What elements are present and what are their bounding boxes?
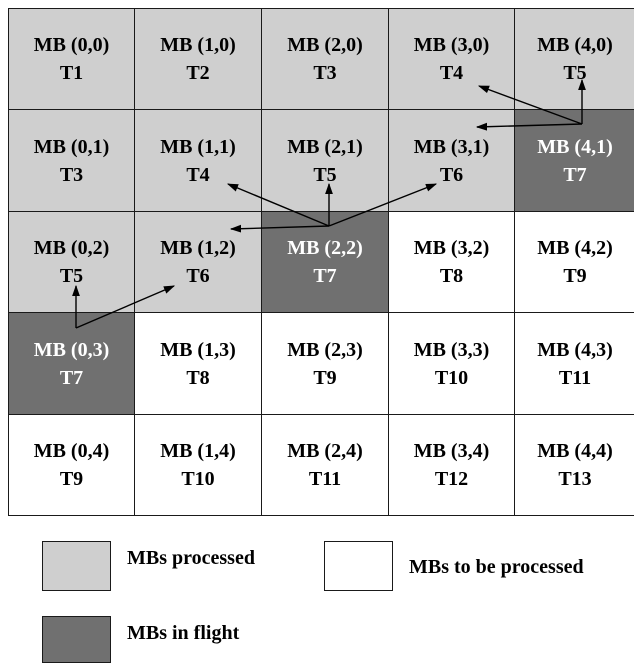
macroblock-label: MB (2,1)	[287, 135, 363, 158]
macroblock-label: MB (2,0)	[287, 34, 363, 56]
macroblock-cell: MB (3,2) T8	[388, 211, 515, 313]
time-step-label: T7	[563, 163, 587, 186]
macroblock-label: MB (2,2)	[287, 237, 363, 259]
macroblock-cell: MB (3,1) T6	[388, 109, 515, 212]
macroblock-cell: MB (2,1) T5	[261, 109, 389, 212]
legend-swatch-to-be-processed	[324, 541, 393, 591]
legend-label-to-be-processed: MBs to be processed	[409, 556, 584, 578]
macroblock-cell: MB (2,3) T9	[261, 312, 389, 415]
macroblock-cell: MB (2,0) T3	[261, 8, 389, 110]
macroblock-cell: MB (3,3) T10	[388, 312, 515, 415]
macroblock-label: MB (4,0)	[537, 34, 613, 56]
macroblock-label: MB (3,2)	[413, 237, 490, 259]
macroblock-label: MB (3,1)	[413, 135, 490, 158]
time-step-label: T9	[313, 366, 337, 389]
time-step-label: T8	[439, 265, 464, 287]
macroblock-cell: MB (0,0) T1	[8, 8, 135, 110]
time-step-label: T10	[434, 366, 469, 389]
macroblock-cell: MB (0,3) T7	[8, 312, 135, 415]
macroblock-cell: MB (4,2) T9	[514, 211, 634, 313]
time-step-label: T5	[313, 163, 337, 186]
macroblock-cell: MB (1,3) T8	[134, 312, 262, 415]
macroblock-label: MB (2,3)	[287, 338, 363, 361]
macroblock-label: MB (0,2)	[33, 237, 110, 259]
time-step-label: T7	[59, 366, 84, 389]
time-step-label: T5	[59, 265, 84, 287]
time-step-label: T4	[186, 163, 210, 186]
macroblock-label: MB (0,4)	[33, 440, 110, 462]
time-step-label: T9	[563, 265, 587, 287]
macroblock-label: MB (1,4)	[160, 440, 236, 462]
macroblock-cell: MB (1,1) T4	[134, 109, 262, 212]
macroblock-label: MB (3,3)	[413, 338, 490, 361]
macroblock-label: MB (1,3)	[160, 338, 236, 361]
macroblock-label: MB (4,1)	[537, 135, 613, 158]
macroblock-cell: MB (1,2) T6	[134, 211, 262, 313]
time-step-label: T2	[186, 62, 210, 84]
macroblock-label: MB (3,0)	[413, 34, 490, 56]
macroblock-label: MB (4,2)	[537, 237, 613, 259]
macroblock-cell: MB (0,4) T9	[8, 414, 135, 516]
macroblock-label: MB (4,3)	[537, 338, 613, 361]
legend-swatch-processed	[42, 541, 111, 591]
macroblock-cell: MB (3,0) T4	[388, 8, 515, 110]
macroblock-cell: MB (1,0) T2	[134, 8, 262, 110]
legend-label-in-flight: MBs in flight	[127, 622, 240, 644]
macroblock-label: MB (0,0)	[33, 34, 110, 56]
time-step-label: T8	[186, 366, 210, 389]
macroblock-label: MB (3,4)	[413, 440, 490, 462]
time-step-label: T9	[59, 468, 84, 490]
macroblock-label: MB (1,1)	[160, 135, 236, 158]
macroblock-label: MB (0,1)	[33, 135, 110, 158]
macroblock-grid: MB (0,0) T1 MB (1,0) T2 MB (2,0) T3 MB (3,0) T4…	[8, 8, 634, 516]
macroblock-cell: MB (0,1) T3	[8, 109, 135, 212]
legend-label-processed: MBs processed	[127, 547, 255, 569]
time-step-label: T11	[558, 366, 592, 389]
macroblock-cell: MB (2,4) T11	[261, 414, 389, 516]
macroblock-cell: MB (4,1) T7	[514, 109, 634, 212]
time-step-label: T13	[558, 468, 592, 490]
time-step-label: T3	[313, 62, 337, 84]
time-step-label: T6	[439, 163, 464, 186]
time-step-label: T1	[59, 62, 84, 84]
macroblock-label: MB (1,0)	[160, 34, 236, 56]
macroblock-label: MB (4,4)	[537, 440, 613, 462]
time-step-label: T5	[563, 62, 587, 84]
macroblock-label: MB (1,2)	[160, 237, 236, 259]
time-step-label: T11	[308, 468, 342, 490]
macroblock-cell: MB (4,4) T13	[514, 414, 634, 516]
time-step-label: T3	[59, 163, 84, 186]
time-step-label: T12	[434, 468, 469, 490]
time-step-label: T10	[181, 468, 215, 490]
macroblock-cell: MB (0,2) T5	[8, 211, 135, 313]
macroblock-cell: MB (3,4) T12	[388, 414, 515, 516]
macroblock-label: MB (2,4)	[287, 440, 363, 462]
time-step-label: T6	[186, 265, 210, 287]
macroblock-cell: MB (4,0) T5	[514, 8, 634, 110]
macroblock-cell: MB (2,2) T7	[261, 211, 389, 313]
macroblock-label: MB (0,3)	[33, 338, 110, 361]
legend-swatch-in-flight	[42, 616, 111, 663]
time-step-label: T4	[439, 62, 464, 84]
time-step-label: T7	[313, 265, 337, 287]
macroblock-cell: MB (1,4) T10	[134, 414, 262, 516]
macroblock-cell: MB (4,3) T11	[514, 312, 634, 415]
